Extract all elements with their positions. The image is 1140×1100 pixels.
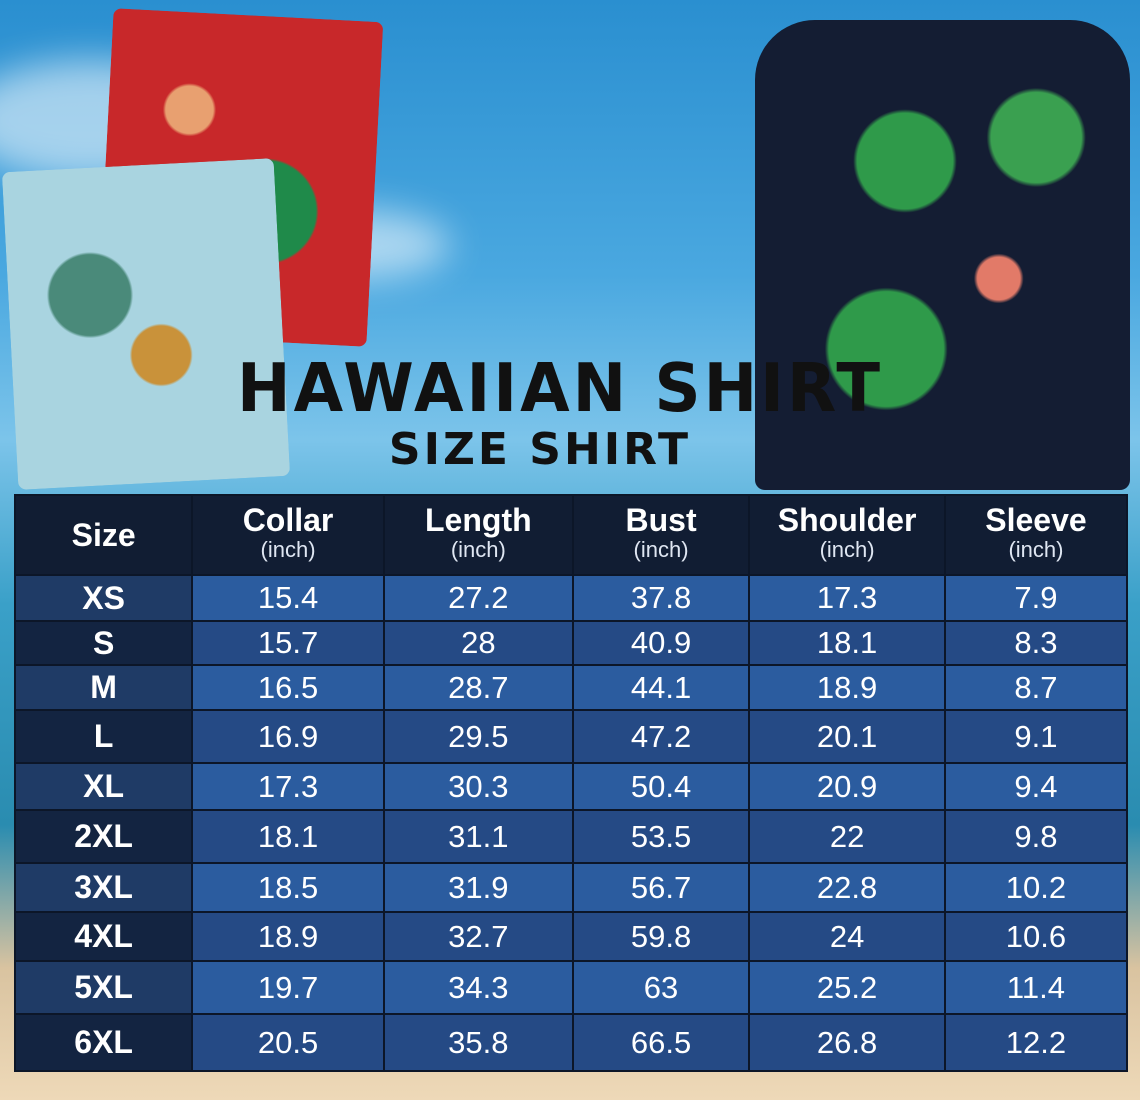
table-cell: 35.8 [382, 1013, 574, 1072]
column-unit: (inch) [450, 537, 506, 562]
table-cell: 12.2 [943, 1013, 1129, 1072]
size-label: 2XL [13, 809, 194, 864]
column-header-shoulder: Shoulder (inch) [748, 494, 946, 576]
table-row: XS 15.4 27.2 37.8 17.3 7.9 [13, 574, 1129, 622]
table-cell: 20.1 [748, 709, 946, 764]
size-label: 3XL [13, 862, 194, 913]
table-cell: 10.6 [943, 911, 1129, 962]
table-cell: 7.9 [943, 574, 1129, 622]
table-cell: 20.9 [748, 762, 946, 811]
table-cell: 34.3 [382, 960, 574, 1015]
table-row: L 16.9 29.5 47.2 20.1 9.1 [13, 709, 1129, 764]
table-cell: 47.2 [571, 709, 751, 764]
table-cell: 22.8 [748, 862, 946, 913]
table-cell: 50.4 [571, 762, 751, 811]
table-cell: 59.8 [571, 911, 751, 962]
table-cell: 30.3 [382, 762, 574, 811]
table-cell: 63 [571, 960, 751, 1015]
table-cell: 28 [382, 620, 574, 666]
table-cell: 44.1 [571, 664, 751, 711]
column-unit: (inch) [260, 537, 316, 562]
table-cell: 9.4 [943, 762, 1129, 811]
table-cell: 56.7 [571, 862, 751, 913]
table-cell: 31.1 [382, 809, 574, 864]
column-header-bust: Bust (inch) [571, 494, 751, 576]
table-cell: 16.5 [191, 664, 385, 711]
table-row: 6XL 20.5 35.8 66.5 26.8 12.2 [13, 1013, 1129, 1072]
column-unit: (inch) [1008, 537, 1064, 562]
table-cell: 18.9 [748, 664, 946, 711]
table-row: XL 17.3 30.3 50.4 20.9 9.4 [13, 762, 1129, 811]
table-cell: 15.7 [191, 620, 385, 666]
size-label: S [13, 620, 194, 666]
column-label: Collar [242, 502, 334, 538]
table-cell: 25.2 [748, 960, 946, 1015]
table-cell: 8.7 [943, 664, 1129, 711]
size-label: 5XL [13, 960, 194, 1015]
table-cell: 18.1 [748, 620, 946, 666]
table-cell: 29.5 [382, 709, 574, 764]
table-cell: 20.5 [191, 1013, 385, 1072]
table-cell: 15.4 [191, 574, 385, 622]
table-cell: 17.3 [748, 574, 946, 622]
table-cell: 66.5 [571, 1013, 751, 1072]
table-header-row: Size Collar (inch) Length (inch) Bust (inch) Sh… [13, 494, 1129, 576]
table-cell: 37.8 [571, 574, 751, 622]
table-cell: 8.3 [943, 620, 1129, 666]
table-row: 2XL 18.1 31.1 53.5 22 9.8 [13, 809, 1129, 864]
table-cell: 18.1 [191, 809, 385, 864]
table-row: M 16.5 28.7 44.1 18.9 8.7 [13, 664, 1129, 711]
column-header-collar: Collar (inch) [191, 494, 385, 576]
column-label: Bust [625, 502, 697, 538]
size-label: 4XL [13, 911, 194, 962]
table-cell: 18.9 [191, 911, 385, 962]
column-label: Shoulder [777, 502, 917, 538]
table-cell: 22 [748, 809, 946, 864]
table-cell: 9.1 [943, 709, 1129, 764]
size-label: 6XL [13, 1013, 194, 1072]
table-cell: 31.9 [382, 862, 574, 913]
table-cell: 32.7 [382, 911, 574, 962]
column-label: Sleeve [985, 502, 1087, 538]
table-cell: 28.7 [382, 664, 574, 711]
table-row: 4XL 18.9 32.7 59.8 24 10.6 [13, 911, 1129, 962]
table-cell: 11.4 [943, 960, 1129, 1015]
table-cell: 26.8 [748, 1013, 946, 1072]
size-label: XS [13, 574, 194, 622]
size-table: Size Collar (inch) Length (inch) Bust (inch) Sh… [13, 494, 1129, 1072]
column-header-size: Size [13, 494, 194, 576]
column-unit: (inch) [819, 537, 875, 562]
table-cell: 27.2 [382, 574, 574, 622]
size-label: XL [13, 762, 194, 811]
table-cell: 10.2 [943, 862, 1129, 913]
table-cell: 24 [748, 911, 946, 962]
table-cell: 16.9 [191, 709, 385, 764]
chart-title: HAWAIIAN SHIRT [237, 350, 883, 428]
chart-subtitle: SIZE SHIRT [388, 424, 692, 475]
column-header-length: Length (inch) [382, 494, 574, 576]
size-label: L [13, 709, 194, 764]
size-label: M [13, 664, 194, 711]
table-cell: 40.9 [571, 620, 751, 666]
column-label: Length [425, 502, 532, 538]
table-row: 3XL 18.5 31.9 56.7 22.8 10.2 [13, 862, 1129, 913]
column-label: Size [71, 517, 136, 553]
model-flamingo-shirt-image [755, 20, 1130, 490]
column-unit: (inch) [633, 537, 689, 562]
table-row: S 15.7 28 40.9 18.1 8.3 [13, 620, 1129, 666]
table-row: 5XL 19.7 34.3 63 25.2 11.4 [13, 960, 1129, 1015]
table-cell: 18.5 [191, 862, 385, 913]
table-cell: 53.5 [571, 809, 751, 864]
table-cell: 19.7 [191, 960, 385, 1015]
table-cell: 17.3 [191, 762, 385, 811]
table-cell: 9.8 [943, 809, 1129, 864]
column-header-sleeve: Sleeve (inch) [943, 494, 1129, 576]
